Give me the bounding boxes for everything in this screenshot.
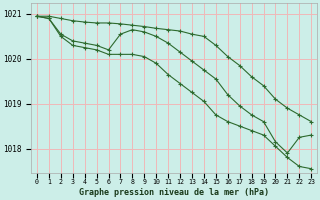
X-axis label: Graphe pression niveau de la mer (hPa): Graphe pression niveau de la mer (hPa) (79, 188, 269, 197)
